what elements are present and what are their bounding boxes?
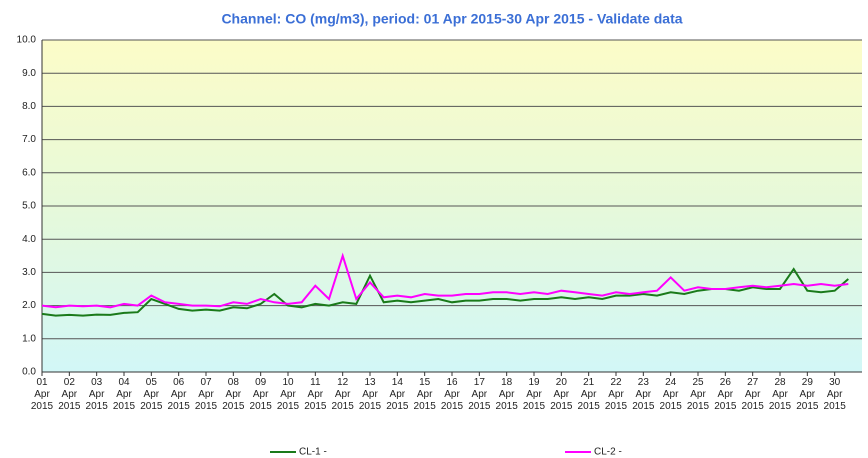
y-tick-label: 10.0 [17,35,37,46]
x-tick-label: 01 Apr 2015 [31,377,54,412]
x-tick-label: 20 Apr 2015 [550,377,573,412]
y-tick-label: 4.0 [22,234,36,245]
x-tick-label: 22 Apr 2015 [605,377,628,412]
x-tick-label: 28 Apr 2015 [769,377,792,412]
x-tick-label: 12 Apr 2015 [332,377,355,412]
x-tick-label: 27 Apr 2015 [742,377,765,412]
x-tick-label: 15 Apr 2015 [414,377,437,412]
x-tick-label: 26 Apr 2015 [714,377,737,412]
x-tick-label: 10 Apr 2015 [277,377,300,412]
x-tick-label: 14 Apr 2015 [386,377,409,412]
x-tick-label: 08 Apr 2015 [222,377,245,412]
y-tick-label: 6.0 [22,167,36,178]
x-tick-label: 03 Apr 2015 [86,377,109,412]
x-tick-label: 05 Apr 2015 [140,377,163,412]
y-tick-label: 7.0 [22,134,36,145]
chart-title: Channel: CO (mg/m3), period: 01 Apr 2015… [221,11,682,27]
y-tick-label: 2.0 [22,300,36,311]
x-tick-label: 19 Apr 2015 [523,377,546,412]
x-tick-label: 02 Apr 2015 [58,377,81,412]
y-tick-label: 0.0 [22,367,36,378]
series-line [41,252,849,309]
x-tick-label: 11 Apr 2015 [304,377,327,412]
x-tick-label: 09 Apr 2015 [250,377,273,412]
y-tick-label: 1.0 [22,333,36,344]
x-tick-label: 04 Apr 2015 [113,377,136,412]
x-tick-label: 21 Apr 2015 [578,377,601,412]
x-tick-label: 17 Apr 2015 [468,377,491,412]
x-tick-label: 25 Apr 2015 [687,377,710,412]
x-tick-label: 18 Apr 2015 [496,377,519,412]
y-tick-label: 5.0 [22,201,36,212]
x-tick-label: 30 Apr 2015 [824,377,847,412]
legend-label: CL-2 - [594,447,622,458]
x-tick-label: 24 Apr 2015 [660,377,683,412]
y-tick-label: 3.0 [22,267,36,278]
x-tick-label: 06 Apr 2015 [168,377,191,412]
x-tick-label: 13 Apr 2015 [359,377,382,412]
x-tick-label: 07 Apr 2015 [195,377,218,412]
x-tick-label: 29 Apr 2015 [796,377,819,412]
y-tick-label: 9.0 [22,68,36,79]
y-tick-label: 8.0 [22,101,36,112]
x-tick-label: 23 Apr 2015 [632,377,655,412]
x-tick-label: 16 Apr 2015 [441,377,464,412]
legend-label: CL-1 - [299,447,327,458]
